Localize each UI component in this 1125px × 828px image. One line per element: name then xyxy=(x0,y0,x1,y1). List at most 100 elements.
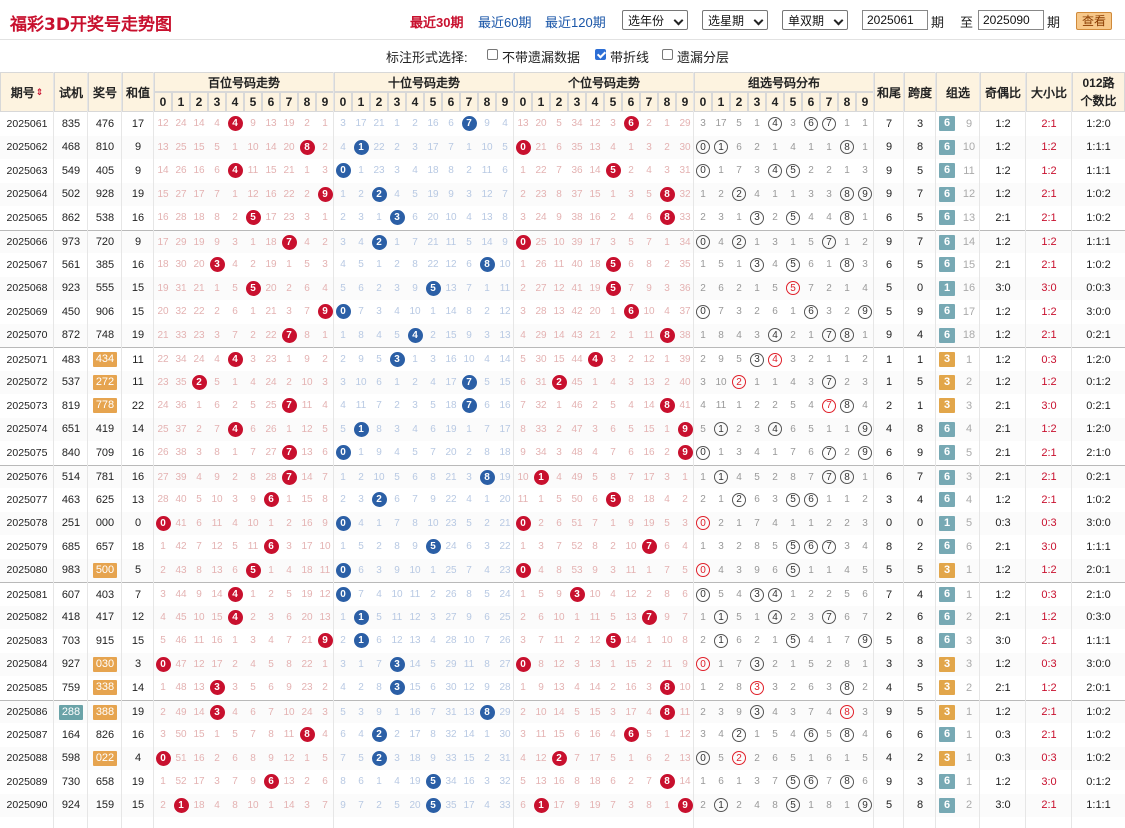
bai-cell-9: 10 xyxy=(319,541,331,553)
ge-cell-0: 1 xyxy=(520,259,526,271)
shi-cell-7: 11 xyxy=(463,658,475,670)
bai-cell-1: 28 xyxy=(175,212,187,224)
from-issue-input[interactable]: 2025061 xyxy=(862,10,928,30)
table-row: 2025077 463 625 13 28 40 5 10 3 9 6 1 15 8 2 3 2 6 7 9 22 4 1 2… xyxy=(0,488,1125,512)
bai-ball: 4 xyxy=(227,421,243,437)
to-issue-input[interactable]: 2025090 xyxy=(978,10,1044,30)
group-cell-3: 1 xyxy=(754,611,760,623)
table-row: 2025061 835 476 17 12 24 14 4 4 9 13 19 2 1 3 17 21 1 2 16 6… xyxy=(0,112,1125,136)
ge-cell-4: 21 xyxy=(589,329,601,341)
tail-cell: 5 xyxy=(885,799,893,812)
group-cell-2: 2 xyxy=(730,747,748,771)
group-cell-9: 5 xyxy=(862,752,868,764)
shi-ball: 3 xyxy=(389,210,405,226)
ge-cell-4: 10 xyxy=(589,589,601,601)
ge-cell-7: 7 xyxy=(646,236,652,248)
no-miss-checkbox[interactable] xyxy=(487,49,498,60)
bai-cell-6: 8 xyxy=(268,729,274,741)
zx-cell: 6 xyxy=(936,136,958,160)
sum-cell: 17 xyxy=(131,117,145,130)
bai-cell-9: 3 xyxy=(322,706,328,718)
polyline-checkbox[interactable] xyxy=(595,49,606,60)
prize-cell: 434 xyxy=(88,348,122,372)
group-cell-8: 8 xyxy=(838,466,856,490)
shi-cell-1: 1 xyxy=(352,136,370,160)
ge-cell-2: 14 xyxy=(553,329,565,341)
zx-miss-cell: 10 xyxy=(962,141,976,154)
span-cell: 2 xyxy=(916,540,924,553)
period-60-link[interactable]: 最近60期 xyxy=(478,15,532,30)
ge-cell-8: 3 xyxy=(664,471,670,483)
bai-ball: 4 xyxy=(227,116,243,132)
table-row: 2025068 923 555 15 19 31 21 1 5 5 20 2 6 4 5 6 2 3 9 5 13 7 1 1… xyxy=(0,276,1125,300)
ge-cell-1: 11 xyxy=(535,729,547,741)
shi-ball: 5 xyxy=(425,539,441,555)
shi-cell-3: 4 xyxy=(394,447,400,459)
r012-cell: 0:1:2 xyxy=(1086,775,1111,788)
shi-cell-1: 9 xyxy=(358,354,364,366)
period-120-link[interactable]: 最近120期 xyxy=(545,15,606,30)
zx-badge: 6 xyxy=(939,421,955,437)
shi-cell-7: 6 xyxy=(466,259,472,271)
test-cell: 862 xyxy=(61,211,81,224)
shi-cell-0: 3 xyxy=(340,118,346,130)
group-cell-6: 4 xyxy=(808,635,814,647)
dx-cell: 2:1 xyxy=(1041,634,1057,647)
ge-cell-7: 5 xyxy=(646,188,652,200)
group-cell-6: 6 xyxy=(802,488,820,512)
year-select[interactable]: 选年份 xyxy=(622,10,688,30)
ge-cell-5: 1 xyxy=(610,658,616,670)
ge-digit-header-2: 2 xyxy=(550,92,568,112)
ge-cell-3: 5 xyxy=(574,706,580,718)
bai-cell-3: 7 xyxy=(214,423,220,435)
shi-cell-7: 5 xyxy=(466,517,472,529)
ge-cell-4: 11 xyxy=(589,611,601,623)
bai-cell-4: 7 xyxy=(232,776,238,788)
group-cell-8: 1 xyxy=(844,423,850,435)
shi-cell-3: 5 xyxy=(394,799,400,811)
ge-cell-2: 4 xyxy=(556,471,562,483)
ge-ball: 7 xyxy=(641,609,657,625)
group-ring: 8 xyxy=(840,727,854,742)
bai-cell-3: 17 xyxy=(211,658,223,670)
group-cell-6: 6 xyxy=(802,723,820,747)
shi-ball: 4 xyxy=(407,327,423,343)
sum-cell: 19 xyxy=(131,329,145,342)
shi-cell-1: 11 xyxy=(355,400,367,412)
ge-cell-9: 14 xyxy=(679,776,691,788)
sum-cell: 7 xyxy=(134,588,142,601)
bai-ball: 5 xyxy=(245,210,261,226)
group-ring: 4 xyxy=(768,610,782,625)
ge-cell-5: 3 xyxy=(610,706,616,718)
zx-miss-cell: 3 xyxy=(965,634,973,647)
shi-cell-0: 0 xyxy=(334,512,352,536)
group-ring: 4 xyxy=(768,422,782,437)
shi-cell-8: 1 xyxy=(484,494,490,506)
week-select[interactable]: 选星期 xyxy=(702,10,768,30)
miss-layer-checkbox[interactable] xyxy=(662,49,673,60)
zx-cell: 6 xyxy=(936,770,958,794)
ge-cell-3: 42 xyxy=(571,306,583,318)
ge-cell-2: 15 xyxy=(553,729,565,741)
ge-cell-0: 1 xyxy=(520,589,526,601)
shi-cell-6: 28 xyxy=(445,635,457,647)
group-cell-9: 9 xyxy=(856,300,874,324)
span-cell: 5 xyxy=(916,258,924,271)
bai-cell-7: 12 xyxy=(283,752,295,764)
query-button[interactable]: 查看 xyxy=(1076,12,1112,30)
group-cell-2: 1 xyxy=(736,212,742,224)
group-ring: 1 xyxy=(714,610,728,625)
group-cell-9: 7 xyxy=(862,611,868,623)
sum-cell: 14 xyxy=(131,423,145,436)
jo-cell: 1:2 xyxy=(995,775,1011,788)
ge-cell-1: 33 xyxy=(535,423,547,435)
period-30-link[interactable]: 最近30期 xyxy=(410,15,464,30)
shi-cell-1: 8 xyxy=(358,329,364,341)
parity-select[interactable]: 单双期 xyxy=(782,10,848,30)
bai-cell-9: 6 xyxy=(322,776,328,788)
prize-cell: 417 xyxy=(95,611,115,624)
issue-header[interactable]: 期号 ⇕ xyxy=(0,72,54,112)
group-cell-3: 8 xyxy=(754,541,760,553)
shi-cell-9: 19 xyxy=(499,471,511,483)
group-cell-7: 7 xyxy=(820,466,838,490)
